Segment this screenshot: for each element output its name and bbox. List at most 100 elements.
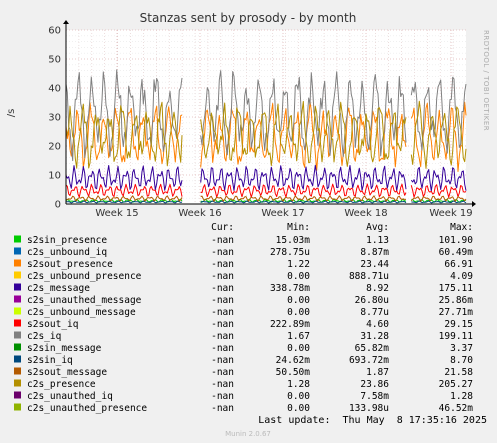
legend-series-name: s2sout_message <box>27 367 107 378</box>
legend-header-avg: Avg: <box>366 222 389 233</box>
legend-series-name: c2s_iq <box>27 331 61 342</box>
legend-cur-value: -nan <box>211 247 234 258</box>
legend-cur-value: -nan <box>211 379 234 390</box>
series-line-s2sin-iq <box>65 200 467 204</box>
legend-header-min: Min: <box>287 222 310 233</box>
legend-swatch <box>14 307 21 315</box>
legend-max-value: 25.86m <box>439 295 474 306</box>
legend-min-value: 15.03m <box>276 235 311 246</box>
legend-min-value: 278.75u <box>270 247 310 258</box>
series-layer <box>65 69 467 204</box>
x-tick-label: Week 19 <box>429 208 472 219</box>
rrdtool-credit: RRDTOOL / TOBI OETIKER <box>482 30 490 131</box>
munin-version: Munin 2.0.67 <box>225 430 271 438</box>
legend-avg-value: 693.72m <box>349 355 389 366</box>
legend-max-value: 1.28 <box>450 391 473 402</box>
legend-cur-value: -nan <box>211 331 234 342</box>
legend-cur-value: -nan <box>211 391 234 402</box>
legend-cur-value: -nan <box>211 271 234 282</box>
legend-swatch <box>14 271 21 279</box>
legend-series-name: s2sin_iq <box>27 355 73 366</box>
legend-cur-value: -nan <box>211 367 234 378</box>
legend-series-name: c2s_message <box>27 283 90 294</box>
x-tick-label: Week 17 <box>261 208 304 219</box>
series-line-s2sout-iq <box>65 183 467 198</box>
legend-swatch <box>14 343 21 351</box>
legend-min-value: 0.00 <box>287 295 310 306</box>
y-axis-arrow <box>63 20 69 24</box>
legend-avg-value: 8.87m <box>360 247 389 258</box>
legend-swatch <box>14 247 21 255</box>
legend-swatch <box>14 367 21 375</box>
y-tick-label: 40 <box>48 84 61 95</box>
legend-avg-value: 23.44 <box>360 259 389 270</box>
y-tick-label: 0 <box>55 200 61 211</box>
legend-series-name: s2sin_presence <box>27 235 107 246</box>
x-tick-label: Week 16 <box>178 208 221 219</box>
legend-avg-value: 31.28 <box>360 331 389 342</box>
axis-layer: 0 10 20 30 40 50 60 Week 15 Week 16 Week 17 Week 1… <box>48 20 476 219</box>
legend-max-value: 21.58 <box>444 367 473 378</box>
legend-avg-value: 4.60 <box>366 319 389 330</box>
y-tick-label: 50 <box>48 55 61 66</box>
legend-series-name: c2s_unauthed_presence <box>27 403 147 414</box>
x-axis-arrow <box>472 201 476 207</box>
legend-min-value: 1.67 <box>287 331 310 342</box>
series-line-s2sout-message <box>65 195 467 202</box>
legend-cur-value: -nan <box>211 355 234 366</box>
legend-min-value: 0.00 <box>287 343 310 354</box>
legend-avg-value: 7.58m <box>360 391 389 402</box>
legend-min-value: 0.00 <box>287 307 310 318</box>
legend-max-value: 8.70 <box>450 355 473 366</box>
chart-title: Stanzas sent by prosody - by month <box>140 11 357 25</box>
legend-series-name: s2sout_presence <box>27 259 113 270</box>
legend-swatch <box>14 259 21 267</box>
legend-min-value: 222.89m <box>270 319 310 330</box>
legend-series-name: c2s_unauthed_iq <box>27 391 113 402</box>
legend-cur-value: -nan <box>211 403 234 414</box>
legend-series-name: c2s_unbound_message <box>27 307 136 318</box>
legend-min-value: 50.50m <box>276 367 311 378</box>
legend-avg-value: 26.80u <box>355 295 389 306</box>
legend-swatch <box>14 403 21 411</box>
legend-series-name: c2s_unauthed_message <box>27 295 142 306</box>
legend-avg-value: 133.98u <box>349 403 389 414</box>
legend-series-name: c2s_unbound_presence <box>27 271 142 282</box>
y-tick-label: 60 <box>48 26 61 37</box>
legend-swatch <box>14 379 21 387</box>
legend-max-value: 4.09 <box>450 271 473 282</box>
legend-min-value: 1.28 <box>287 379 310 390</box>
legend-max-value: 27.71m <box>439 307 474 318</box>
legend-swatch <box>14 235 21 243</box>
legend-swatch <box>14 295 21 303</box>
legend-max-value: 101.90 <box>439 235 474 246</box>
legend-avg-value: 65.82m <box>355 343 390 354</box>
legend-swatch <box>14 319 21 327</box>
legend-swatch <box>14 391 21 399</box>
legend-avg-value: 8.77u <box>360 307 389 318</box>
legend-cur-value: -nan <box>211 259 234 270</box>
legend-avg-value: 8.92 <box>366 283 389 294</box>
legend-cur-value: -nan <box>211 235 234 246</box>
legend-swatch <box>14 355 21 363</box>
series-line-c2s-message <box>65 164 467 192</box>
series-line-c2s-iq <box>65 69 467 162</box>
legend-cur-value: -nan <box>211 319 234 330</box>
y-tick-label: 10 <box>48 171 61 182</box>
legend-min-value: 0.00 <box>287 271 310 282</box>
legend-min-value: 1.22 <box>287 259 310 270</box>
legend-max-value: 3.37 <box>450 343 473 354</box>
legend-min-value: 0.00 <box>287 391 310 402</box>
x-tick-label: Week 15 <box>95 208 138 219</box>
legend-max-value: 205.27 <box>439 379 473 390</box>
legend-avg-value: 888.71u <box>349 271 389 282</box>
legend-avg-value: 1.13 <box>366 235 389 246</box>
legend-series-name: c2s_presence <box>27 379 96 390</box>
legend-min-value: 0.00 <box>287 403 310 414</box>
legend-swatch <box>14 283 21 291</box>
legend-cur-value: -nan <box>211 343 234 354</box>
legend-series-name: c2s_unbound_iq <box>27 247 107 258</box>
legend-layer: Cur: Min: Avg: Max: s2sin_presence -nan 15.03m… <box>14 222 473 414</box>
legend-max-value: 46.52m <box>439 403 474 414</box>
legend-min-value: 24.62m <box>276 355 311 366</box>
